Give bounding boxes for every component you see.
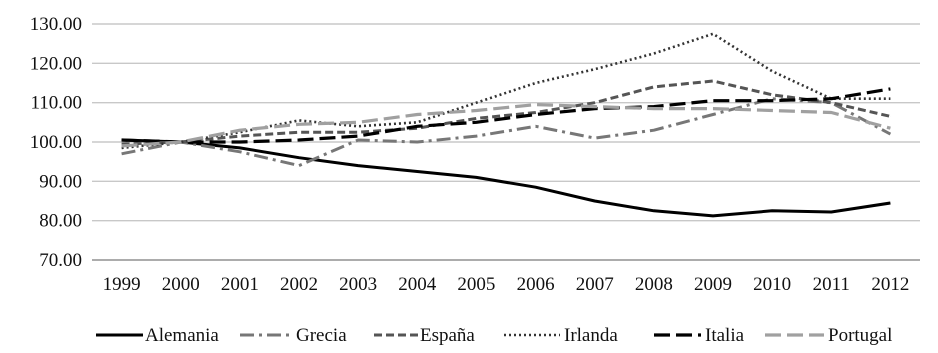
x-tick-label: 2004 (398, 274, 437, 295)
legend-label: Italia (705, 325, 745, 346)
legend-label: Irlanda (564, 325, 618, 346)
x-tick-label: 2005 (457, 274, 495, 295)
legend-label: Portugal (828, 325, 892, 346)
x-tick-label: 2001 (221, 274, 259, 295)
series-lines (121, 34, 890, 216)
legend-label: Alemania (145, 325, 219, 346)
legend-label: España (420, 325, 475, 346)
x-tick-label: 2007 (576, 274, 614, 295)
x-tick-label: 2009 (694, 274, 732, 295)
y-tick-label: 80.00 (39, 211, 82, 232)
x-tick-label: 2010 (753, 274, 791, 295)
x-tick-label: 2011 (813, 274, 850, 295)
series-line-portugal (122, 105, 891, 146)
y-tick-labels: 70.00 80.00 90.00 100.00 110.00 120.00 130.00 (30, 14, 82, 271)
y-tick-label: 110.00 (30, 93, 82, 114)
x-tick-label: 2000 (162, 274, 200, 295)
y-tick-label: 130.00 (30, 14, 82, 35)
x-tick-label: 2006 (517, 274, 555, 295)
y-tick-label: 90.00 (39, 171, 82, 192)
x-tick-label: 2003 (339, 274, 377, 295)
y-tick-label: 70.00 (39, 250, 82, 271)
x-tick-label: 2008 (635, 274, 673, 295)
legend: Alemania Grecia España Irlanda Italia Portuga… (96, 325, 892, 346)
x-tick-label: 2012 (871, 274, 909, 295)
x-tick-label: 2002 (280, 274, 318, 295)
x-tick-labels: 1999 2000 2001 2002 2003 2004 2005 2006 2007 2008… (103, 274, 910, 295)
series-line-espaa (122, 81, 891, 144)
legend-label: Grecia (296, 325, 347, 346)
y-tick-label: 120.00 (30, 53, 82, 74)
x-tick-label: 1999 (103, 274, 141, 295)
y-tick-label: 100.00 (30, 132, 82, 153)
